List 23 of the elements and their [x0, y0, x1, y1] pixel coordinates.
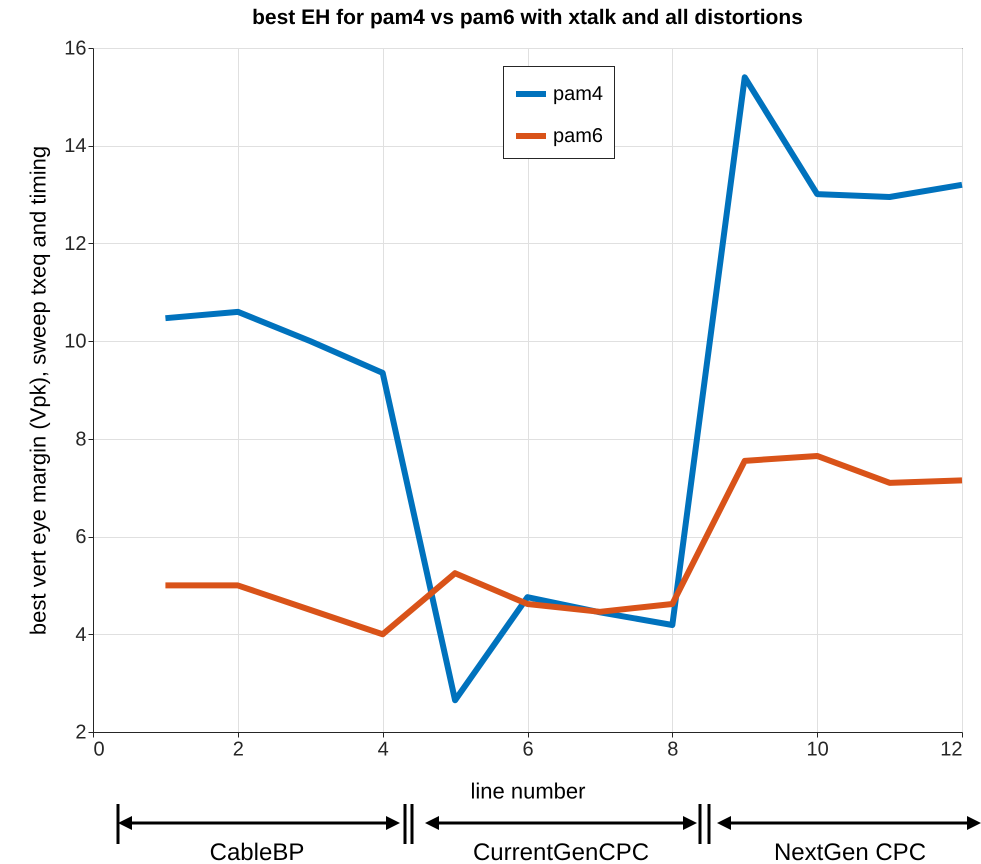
y-tick-label: 10: [64, 330, 86, 353]
y-tick-label: 4: [75, 624, 86, 646]
chart-title: best EH for pam4 vs pam6 with xtalk and all distortions: [252, 6, 803, 29]
x-tick-label: 2: [232, 738, 244, 760]
y-tick-label: 16: [64, 38, 86, 60]
x-tick-label: 12: [940, 738, 962, 760]
text: CableBP: [210, 839, 304, 864]
y-tick-label: 6: [75, 526, 86, 548]
x-tick-label: 0: [94, 738, 105, 760]
x-tick-label: 6: [522, 738, 534, 760]
text: NextGen CPC: [774, 839, 926, 864]
legend-label: pam6: [553, 125, 604, 147]
y-tick-label: 14: [64, 135, 86, 158]
x-tick-label: 10: [806, 738, 829, 760]
y-tick-label: 12: [64, 232, 86, 255]
y-tick-label: 8: [75, 428, 86, 450]
x-axis-title: line number: [470, 778, 586, 804]
text: CurrentGenCPC: [472, 839, 650, 864]
y-axis-title: best vert eye margin (Vpk), sweep txeq and timing: [25, 146, 50, 636]
x-tick-label: 4: [378, 738, 389, 760]
y-tick-label: 2: [75, 722, 86, 744]
x-tick-label: 8: [667, 738, 678, 760]
legend-label: pam4: [553, 83, 604, 105]
